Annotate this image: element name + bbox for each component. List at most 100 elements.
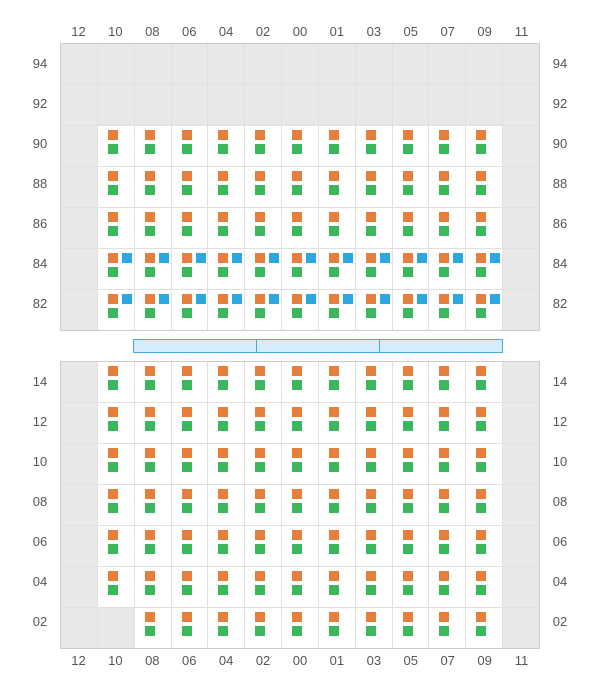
marker-green: [403, 144, 413, 154]
marker-green: [439, 626, 449, 636]
marker-orange: [439, 130, 449, 140]
row-label: 90: [540, 123, 580, 163]
marker-green: [366, 226, 376, 236]
marker-orange: [476, 407, 486, 417]
marker-blue: [269, 253, 279, 263]
bottom-grid: [60, 361, 540, 649]
slot-cell: [428, 208, 465, 248]
slot-cell: [97, 126, 134, 166]
marker-green: [145, 626, 155, 636]
slot-cell: [171, 208, 208, 248]
marker-green: [476, 308, 486, 318]
marker-orange: [292, 407, 302, 417]
slot-cell: [61, 362, 97, 402]
marker-orange: [329, 571, 339, 581]
slot-cell: [502, 485, 539, 525]
slot-cell: [502, 85, 539, 125]
column-label: 06: [171, 20, 208, 43]
marker-green: [439, 380, 449, 390]
marker-orange: [292, 530, 302, 540]
column-label: 12: [60, 649, 97, 672]
marker-green: [366, 380, 376, 390]
marker-orange: [329, 253, 339, 263]
marker-orange: [476, 571, 486, 581]
slot-cell: [502, 44, 539, 84]
marker-green: [476, 380, 486, 390]
slot-cell: [318, 44, 355, 84]
marker-orange: [292, 171, 302, 181]
marker-green: [218, 544, 228, 554]
marker-green: [182, 380, 192, 390]
slot-cell: [97, 85, 134, 125]
row-label: 06: [20, 521, 60, 561]
marker-green: [108, 544, 118, 554]
slot-cell: [97, 44, 134, 84]
slot-cell: [244, 567, 281, 607]
marker-orange: [366, 130, 376, 140]
marker-green: [292, 267, 302, 277]
marker-green: [145, 267, 155, 277]
slot-cell: [355, 249, 392, 289]
slot-cell: [465, 403, 502, 443]
marker-orange: [145, 448, 155, 458]
marker-orange: [218, 294, 228, 304]
marker-blue: [232, 253, 242, 263]
marker-orange: [108, 489, 118, 499]
marker-orange: [292, 366, 302, 376]
slot-cell: [244, 608, 281, 648]
marker-blue: [159, 253, 169, 263]
slot-cell: [281, 126, 318, 166]
marker-orange: [366, 489, 376, 499]
marker-green: [366, 421, 376, 431]
marker-green: [255, 380, 265, 390]
slot-cell: [355, 403, 392, 443]
marker-green: [292, 380, 302, 390]
marker-orange: [476, 130, 486, 140]
slot-cell: [134, 249, 171, 289]
slot-cell: [244, 526, 281, 566]
marker-orange: [403, 571, 413, 581]
marker-orange: [366, 171, 376, 181]
marker-green: [292, 626, 302, 636]
column-label: 08: [134, 649, 171, 672]
marker-green: [476, 544, 486, 554]
marker-orange: [108, 530, 118, 540]
marker-orange: [218, 571, 228, 581]
marker-orange: [366, 212, 376, 222]
slot-cell: [465, 167, 502, 207]
slot-cell: [428, 526, 465, 566]
marker-orange: [292, 571, 302, 581]
marker-orange: [403, 489, 413, 499]
marker-blue: [453, 294, 463, 304]
marker-green: [366, 185, 376, 195]
marker-green: [476, 462, 486, 472]
marker-green: [403, 267, 413, 277]
marker-orange: [366, 366, 376, 376]
marker-orange: [145, 489, 155, 499]
slot-cell: [428, 485, 465, 525]
marker-green: [145, 585, 155, 595]
row-label: 92: [20, 83, 60, 123]
marker-green: [476, 267, 486, 277]
slot-cell: [61, 85, 97, 125]
row-label: 86: [20, 203, 60, 243]
marker-green: [476, 421, 486, 431]
marker-orange: [145, 212, 155, 222]
slot-cell: [61, 44, 97, 84]
slot-cell: [392, 362, 429, 402]
slot-cell: [355, 444, 392, 484]
marker-green: [182, 421, 192, 431]
marker-orange: [145, 253, 155, 263]
marker-green: [108, 308, 118, 318]
slot-cell: [134, 85, 171, 125]
slot-cell: [134, 290, 171, 330]
slot-cell: [207, 126, 244, 166]
slot-cell: [392, 249, 429, 289]
marker-green: [218, 185, 228, 195]
slot-cell: [318, 362, 355, 402]
row-label: 84: [20, 243, 60, 283]
marker-orange: [439, 571, 449, 581]
marker-green: [255, 185, 265, 195]
marker-orange: [329, 171, 339, 181]
marker-orange: [403, 530, 413, 540]
